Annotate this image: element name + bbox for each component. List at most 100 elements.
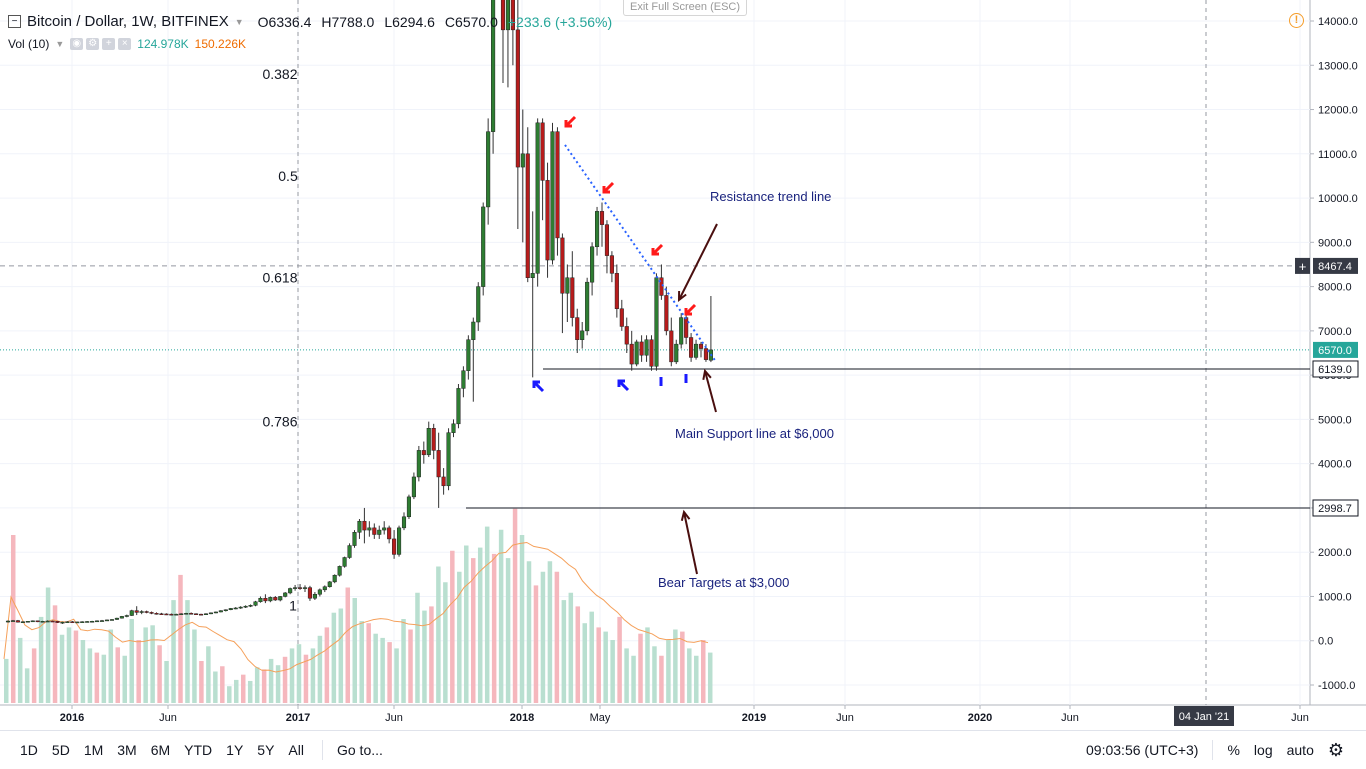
volume-bar [94,652,100,703]
candle-body [555,131,560,239]
volume-bar [561,600,567,703]
goto-button[interactable]: Go to... [336,742,383,758]
symbol-title[interactable]: Bitcoin / Dollar, 1W, BITFINEX [27,13,229,30]
volume-bar [366,623,371,703]
volume-bar [122,655,127,703]
bottom-toolbar: 1D 5D 1M 3M 6M YTD 1Y 5Y All Go to... 09… [0,730,1366,769]
candle-body [40,621,45,623]
timeframe-1d[interactable]: 1D [20,742,38,758]
y-tick-label: 14000.0 [1318,16,1358,28]
candle-body [129,610,134,616]
candle-body [515,29,520,168]
volume-bar [464,545,469,703]
volume-label[interactable]: Vol (10) [8,37,50,51]
candle-body [456,388,461,425]
candle-body [263,597,268,602]
percent-toggle[interactable]: % [1227,742,1240,758]
candle-body [30,620,35,623]
volume-bar [45,587,51,703]
timeframe-1m[interactable]: 1M [83,742,104,758]
gear-icon[interactable]: ⚙ [1327,739,1344,760]
candle-body [342,557,347,567]
candle-body [55,621,60,623]
candle-body [372,527,377,535]
chevron-down-icon[interactable]: ▼ [55,39,65,49]
timeframe-1y[interactable]: 1Y [226,742,244,758]
candle-body [194,613,199,615]
plus-icon: + [1299,259,1307,274]
timeframe-5y[interactable]: 5Y [257,742,275,758]
timeframe-ytd[interactable]: YTD [184,742,213,758]
volume-bar [422,610,427,703]
volume-bar [59,634,65,703]
ohlc-open: O6336.4 [257,13,312,30]
timeframe-3m[interactable]: 3M [117,742,137,758]
fib-level-label: 0.5 [278,168,298,184]
candle-body [362,520,367,531]
candle-body [35,620,40,623]
timeframe-5d[interactable]: 5D [51,742,70,758]
fib-level-label: 0.786 [262,414,297,430]
candle-body [580,330,585,340]
volume-bar [31,648,37,703]
candle-body [560,237,565,294]
candle-body [500,0,506,31]
candle-body [595,211,600,248]
ohlc-values: O6336.4 H7788.0 L6294.6 C6570.0 +233.6 (… [258,14,613,30]
volume-bar [666,640,671,703]
candle-body [535,122,540,274]
volume-bar [491,553,497,703]
x-tick-label: Jun [836,712,854,724]
candle-body [674,343,679,363]
volume-bar [324,627,330,703]
divider [321,740,323,760]
eye-icon[interactable]: ◉ [70,38,84,50]
candle-body [278,596,283,601]
x-tick-label: 2017 [286,712,310,724]
chart-header: − Bitcoin / Dollar, 1W, BITFINEX ▼ O6336… [8,13,612,30]
candle-body [258,597,263,603]
collapse-icon[interactable]: − [8,15,21,28]
close-icon[interactable]: × [118,38,132,50]
auto-toggle[interactable]: auto [1286,742,1314,758]
volume-bar [4,658,9,703]
candle-body [307,587,312,599]
candle-body [471,321,476,340]
chevron-down-icon[interactable]: ▼ [234,16,244,27]
candle-body [575,317,580,340]
candle-body [293,587,298,589]
candle-body [139,611,144,613]
exit-fullscreen-button[interactable]: Exit Full Screen (ESC) [623,0,748,16]
candle-body [406,496,411,518]
candle-body [85,621,90,623]
candle-body [639,341,644,356]
volume-bar [17,637,23,703]
bear-target-pointer-arrow-head [680,509,691,521]
clock[interactable]: 09:03:56 (UTC+3) [1086,742,1199,758]
candle-body [540,122,545,181]
gear-icon[interactable]: ⚙ [86,38,100,50]
ohlc-high: H7788.0 [321,13,375,30]
candle-body [694,343,699,358]
y-tick-label: 12000.0 [1318,105,1358,117]
resistance-trendline [564,144,717,363]
volume-bar [680,631,685,703]
price-badge [1312,360,1359,378]
timeframe-all[interactable]: All [288,742,304,758]
candle-body [461,370,466,389]
plus-icon[interactable]: + [102,38,116,50]
volume-bar [450,550,455,703]
candle-body [332,574,337,583]
timeframe-6m[interactable]: 6M [150,742,171,758]
log-toggle[interactable]: log [1253,742,1273,758]
volume-bar [227,686,232,703]
candle-body [50,620,55,623]
volume-bar [470,558,476,703]
volume-ma-line [3,541,709,673]
volume-bar [429,606,434,703]
alert-icon[interactable]: ! [1289,13,1304,28]
candle-body [491,0,496,132]
volume-bar [185,600,190,703]
volume-bar [387,642,392,703]
